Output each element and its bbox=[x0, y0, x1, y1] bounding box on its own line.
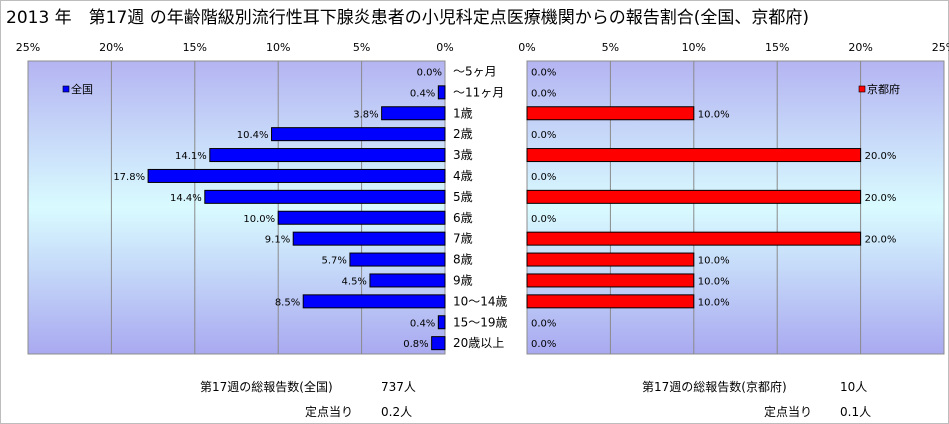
national-total-value: 737人 bbox=[381, 380, 416, 394]
national-bar bbox=[271, 127, 446, 142]
kyoto-value-label: 10.0% bbox=[698, 109, 730, 120]
kyoto-value-label: 0.0% bbox=[531, 339, 556, 350]
national-plot-background bbox=[27, 60, 446, 355]
age-category-label: 7歳 bbox=[453, 232, 473, 246]
age-category-label: ～5ヶ月 bbox=[453, 64, 497, 78]
x-tick-label: 25% bbox=[932, 41, 949, 54]
x-tick-label: 20% bbox=[848, 41, 872, 54]
kyoto-value-label: 10.0% bbox=[698, 297, 730, 308]
x-tick-label: 0% bbox=[518, 41, 535, 54]
national-bar bbox=[209, 148, 446, 163]
kyoto-value-label: 0.0% bbox=[531, 172, 556, 183]
national-value-label: 0.4% bbox=[410, 88, 435, 99]
kyoto-bar bbox=[526, 148, 862, 163]
x-tick-label: 25% bbox=[16, 41, 40, 54]
age-category-label: 5歳 bbox=[453, 190, 473, 204]
age-category-label: 8歳 bbox=[453, 253, 473, 267]
national-legend-label: 全国 bbox=[71, 82, 93, 96]
age-category-label: 2歳 bbox=[453, 127, 473, 141]
kyoto-value-label: 0.0% bbox=[531, 67, 556, 78]
age-category-label: 4歳 bbox=[453, 169, 473, 183]
x-tick-label: 15% bbox=[183, 41, 207, 54]
kyoto-value-label: 20.0% bbox=[865, 151, 897, 162]
national-value-label: 14.4% bbox=[170, 193, 202, 204]
national-value-label: 3.8% bbox=[353, 109, 378, 120]
x-tick-label: 20% bbox=[99, 41, 123, 54]
kyoto-value-label: 10.0% bbox=[698, 276, 730, 287]
kyoto-value-label: 0.0% bbox=[531, 130, 556, 141]
kyoto-bar bbox=[526, 231, 862, 246]
x-tick-label: 10% bbox=[682, 41, 706, 54]
kyoto-legend-label: 京都府 bbox=[867, 82, 900, 96]
national-bar bbox=[369, 273, 446, 288]
age-category-label: 10～14歳 bbox=[453, 294, 508, 308]
national-value-label: 0.4% bbox=[410, 318, 435, 329]
national-bar bbox=[302, 294, 446, 309]
kyoto-value-label: 20.0% bbox=[865, 193, 897, 204]
age-category-label: 1歳 bbox=[453, 106, 473, 120]
kyoto-bar bbox=[526, 252, 695, 267]
national-value-label: 17.8% bbox=[113, 172, 145, 183]
age-category-label: 15～19歳 bbox=[453, 315, 508, 329]
kyoto-total-label: 第17週の総報告数(京都府) bbox=[642, 380, 787, 394]
kyoto-per-sentinel-value: 0.1人 bbox=[840, 405, 872, 419]
chart-title: 2013 年 第17週 の年齢階級別流行性耳下腺炎患者の小児科定点医療機関からの… bbox=[6, 8, 809, 28]
national-bar bbox=[292, 231, 446, 246]
age-category-label: ～11ヶ月 bbox=[453, 85, 504, 99]
kyoto-value-label: 0.0% bbox=[531, 88, 556, 99]
kyoto-value-label: 0.0% bbox=[531, 318, 556, 329]
national-bar bbox=[204, 189, 446, 204]
national-value-label: 0.8% bbox=[403, 339, 428, 350]
national-bar bbox=[349, 252, 446, 267]
national-bar bbox=[437, 85, 446, 100]
kyoto-value-label: 20.0% bbox=[865, 235, 897, 246]
national-bar bbox=[381, 106, 446, 121]
national-value-label: 14.1% bbox=[175, 151, 207, 162]
national-bar bbox=[431, 336, 446, 351]
x-tick-label: 5% bbox=[353, 41, 370, 54]
national-total-label: 第17週の総報告数(全国) bbox=[200, 380, 333, 394]
x-tick-label: 5% bbox=[602, 41, 619, 54]
kyoto-bar bbox=[526, 294, 695, 309]
x-tick-label: 0% bbox=[436, 41, 453, 54]
national-bar bbox=[437, 315, 446, 330]
age-category-label: 20歳以上 bbox=[453, 336, 504, 350]
national-bar bbox=[147, 168, 446, 183]
kyoto-per-sentinel-label: 定点当り bbox=[764, 405, 813, 419]
kyoto-plot-background bbox=[526, 60, 945, 355]
national-legend-swatch bbox=[62, 85, 70, 93]
national-value-label: 4.5% bbox=[342, 276, 367, 287]
national-value-label: 5.7% bbox=[322, 256, 347, 267]
national-value-label: 10.4% bbox=[237, 130, 269, 141]
kyoto-bar bbox=[526, 189, 862, 204]
x-tick-label: 10% bbox=[266, 41, 290, 54]
kyoto-bar bbox=[526, 273, 695, 288]
kyoto-value-label: 10.0% bbox=[698, 256, 730, 267]
national-value-label: 8.5% bbox=[275, 297, 300, 308]
national-value-label: 0.0% bbox=[417, 67, 442, 78]
kyoto-value-label: 0.0% bbox=[531, 214, 556, 225]
national-bar bbox=[277, 210, 446, 225]
kyoto-bar bbox=[526, 106, 695, 121]
national-per-sentinel-value: 0.2人 bbox=[381, 405, 413, 419]
age-category-label: 3歳 bbox=[453, 148, 473, 162]
age-category-label: 9歳 bbox=[453, 273, 473, 287]
kyoto-legend-swatch bbox=[858, 85, 866, 93]
kyoto-total-value: 10人 bbox=[840, 380, 868, 394]
national-value-label: 9.1% bbox=[265, 235, 290, 246]
national-per-sentinel-label: 定点当り bbox=[305, 405, 354, 419]
age-category-label: 6歳 bbox=[453, 211, 473, 225]
national-value-label: 10.0% bbox=[243, 214, 275, 225]
x-tick-label: 15% bbox=[765, 41, 789, 54]
